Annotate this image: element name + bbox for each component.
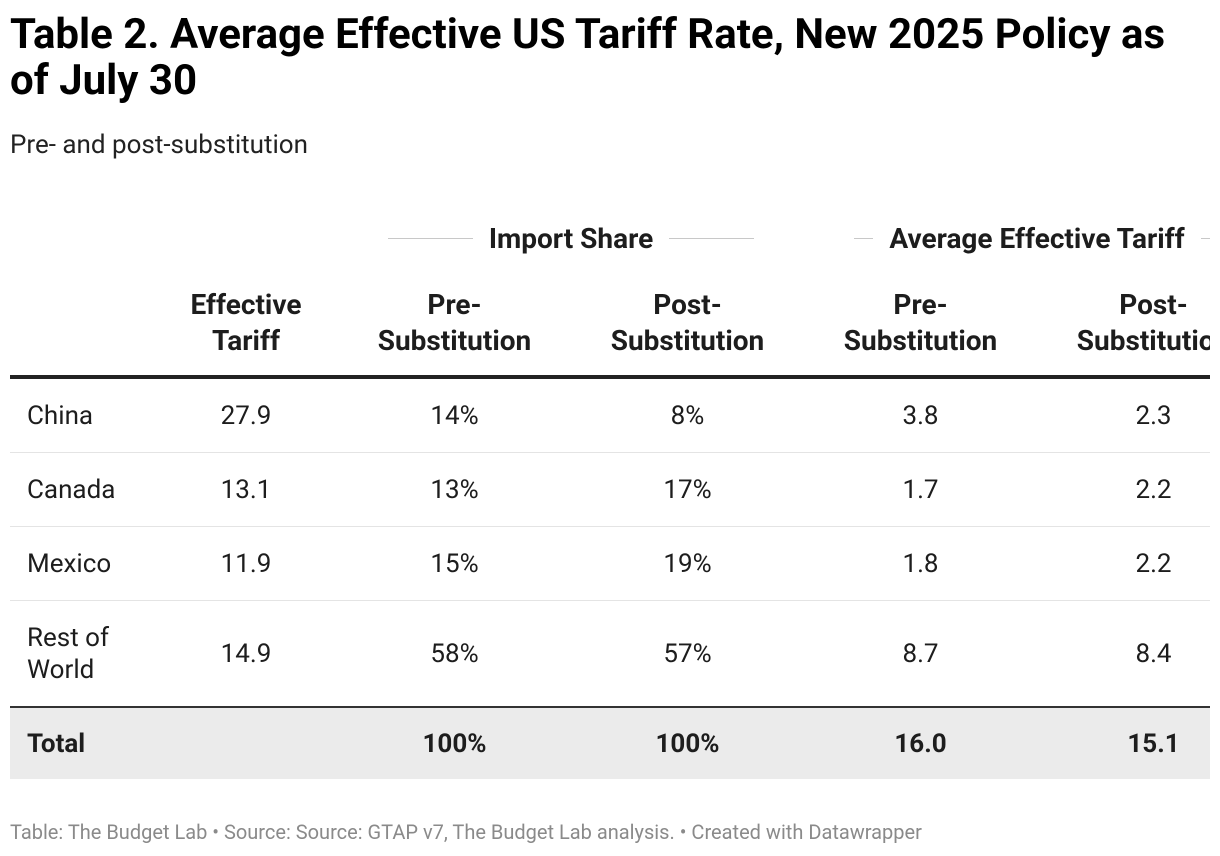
column-header-text: Post-Substitution — [610, 288, 765, 357]
total-cell: 15.1 — [1037, 707, 1210, 779]
cell: 11.9 — [154, 526, 338, 601]
row-label: Rest of World — [10, 600, 154, 708]
cell: 58% — [338, 600, 571, 708]
cell: 57% — [571, 600, 805, 708]
column-header-text: Pre-Substitution — [843, 288, 998, 357]
total-label: Total — [10, 707, 154, 779]
row-label: Mexico — [10, 526, 154, 601]
cell: 13.1 — [154, 452, 338, 527]
total-cell: 100% — [338, 707, 571, 779]
row: China 27.9 14% 8% 3.8 2.3 — [10, 377, 1210, 453]
cell: 1.7 — [804, 452, 1038, 527]
column-header-text: Effective Tariff — [190, 288, 302, 357]
cell: 14.9 — [154, 600, 338, 708]
group-header: Average Effective Tariff — [889, 221, 1185, 255]
row-label: Canada — [10, 452, 154, 527]
cell: 27.9 — [154, 377, 338, 453]
footer: Table: The Budget Lab • Source: Source: … — [10, 820, 922, 844]
cell: 17% — [571, 452, 805, 527]
table-wrap: Import Share Average Effective Tariff Ef… — [10, 205, 1210, 785]
cell: 2.3 — [1037, 377, 1210, 453]
cell — [154, 707, 338, 779]
cell: 8% — [571, 377, 805, 453]
cell: 15% — [338, 526, 571, 601]
column-header: Effective Tariff — [154, 271, 338, 379]
cell: 1.8 — [804, 526, 1038, 601]
group-header: Import Share — [488, 221, 654, 255]
row: Rest of World 14.9 58% 57% 8.7 8.4 — [10, 600, 1210, 708]
title: Table 2. Average Effective US Tariff Rat… — [10, 10, 1166, 105]
cell: 8.7 — [804, 600, 1038, 708]
cell: 19% — [571, 526, 805, 601]
column-header-text: Post-Substitution — [1076, 288, 1210, 357]
subtitle: Pre- and post-substitution — [10, 130, 308, 160]
cell: 3.8 — [804, 377, 1038, 453]
cell: 14% — [338, 377, 571, 453]
column-header: Pre-Substitution — [804, 271, 1038, 379]
row: Canada 13.1 13% 17% 1.7 2.2 — [10, 452, 1210, 527]
total-row: Total 100% 100% 16.0 15.1 — [10, 707, 1210, 779]
total-cell: 100% — [571, 707, 805, 779]
table: Import Share Average Effective Tariff Ef… — [10, 205, 1210, 779]
cell: 2.2 — [1037, 452, 1210, 527]
total-cell: 16.0 — [804, 707, 1038, 779]
cell: 13% — [338, 452, 571, 527]
column-header: Post-Substitution — [1037, 271, 1210, 379]
column-header-text: Pre-Substitution — [377, 288, 532, 357]
cell: 8.4 — [1037, 600, 1210, 708]
cell: 2.2 — [1037, 526, 1210, 601]
row-label: China — [10, 377, 154, 453]
row: Mexico 11.9 15% 19% 1.8 2.2 — [10, 526, 1210, 601]
column-header: Pre-Substitution — [338, 271, 571, 379]
column-header: Post-Substitution — [571, 271, 805, 379]
